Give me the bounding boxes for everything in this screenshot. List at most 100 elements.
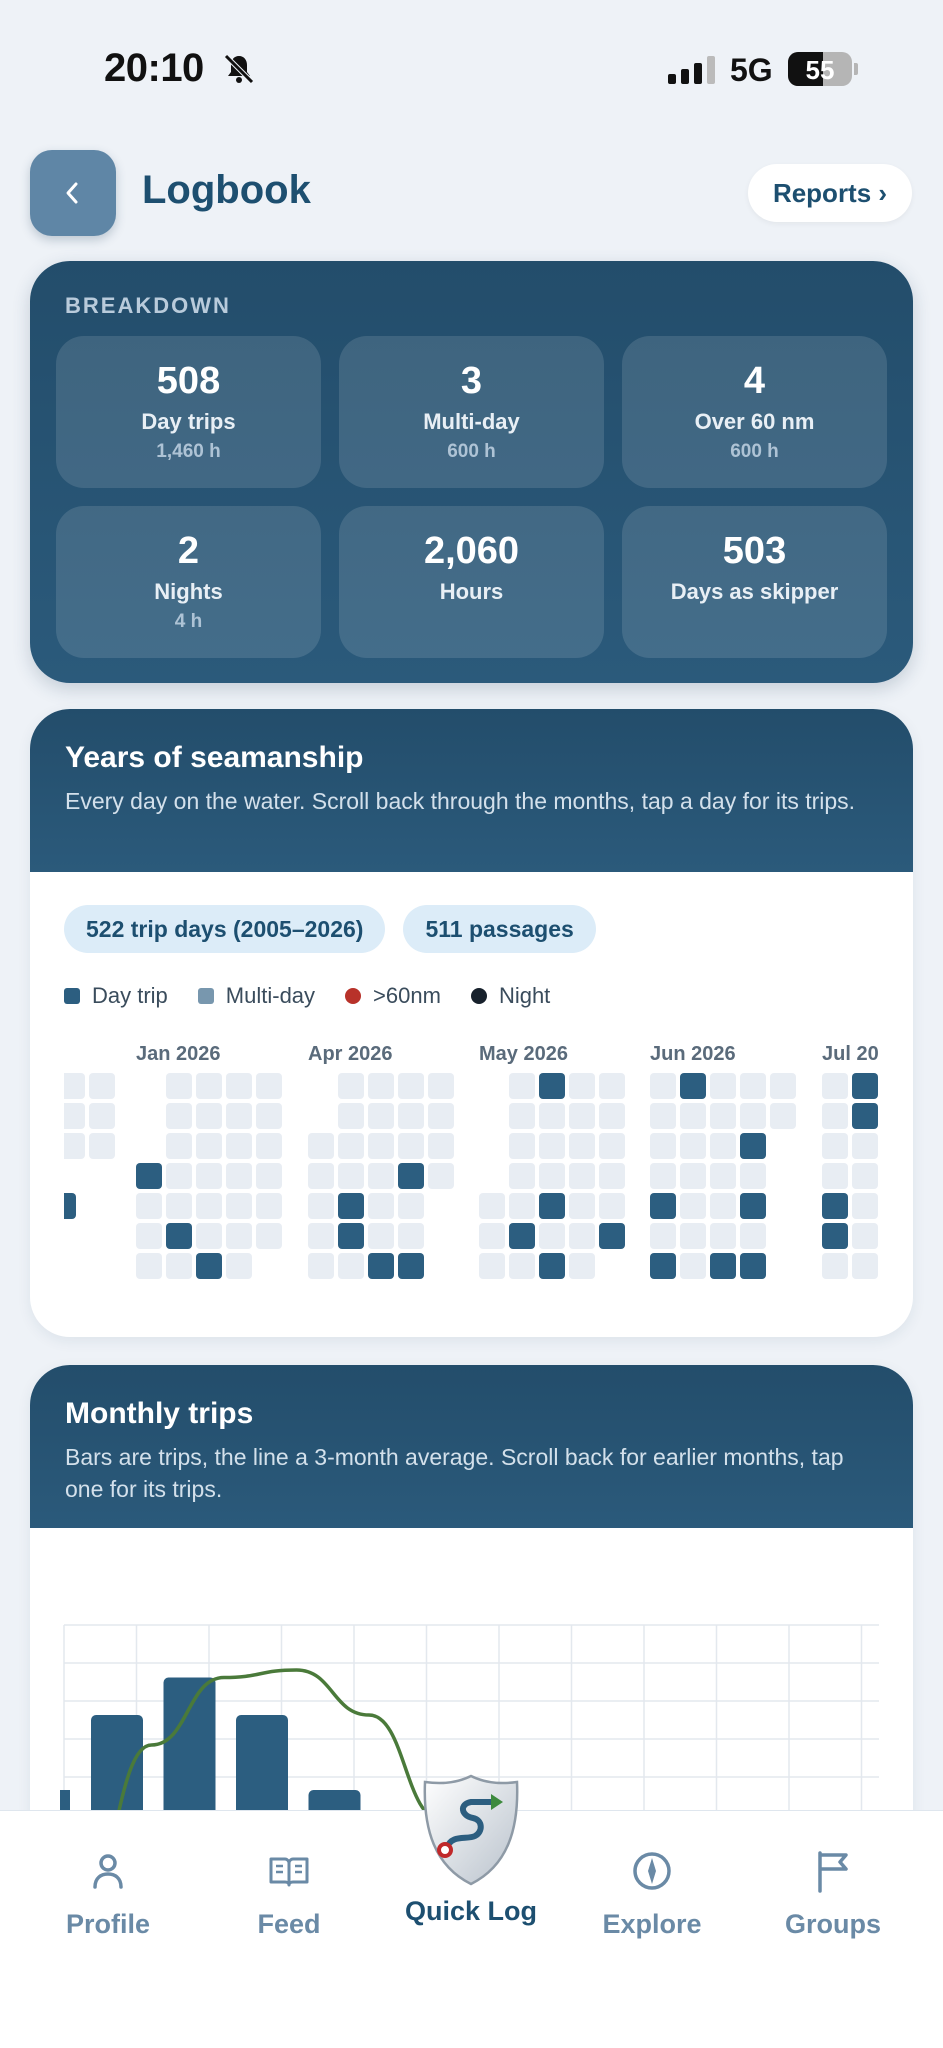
heatmap-day-trip-cell[interactable] [398,1253,424,1279]
heatmap-empty-cell [822,1073,848,1099]
heatmap-scroll[interactable]: Jan 2026 Apr 2026 May 2026 Jun 2026 Jul … [64,1043,879,1293]
heatmap-empty-cell [569,1253,595,1279]
heatmap-day-trip-cell[interactable] [852,1073,878,1099]
bell-slash-icon [224,54,254,84]
heatmap-day-trip-cell[interactable] [740,1253,766,1279]
heatmap-empty-cell [368,1193,394,1219]
legend-over-60nm: >60nm [345,983,441,1009]
heatmap-empty-cell [196,1073,222,1099]
stat-label: Days as skipper [670,579,839,604]
calendar-heatmap[interactable]: Jan 2026 Apr 2026 May 2026 Jun 2026 Jul … [64,1043,879,1293]
heatmap-empty-cell [650,1133,676,1159]
heatmap-empty-cell [539,1223,565,1249]
heatmap-empty-cell [226,1163,252,1189]
heatmap-empty-cell [680,1133,706,1159]
heatmap-empty-cell [308,1133,334,1159]
heatmap-day-trip-cell[interactable] [599,1223,625,1249]
heatmap-empty-cell [852,1133,878,1159]
heatmap-day-trip-cell[interactable] [539,1253,565,1279]
stat-label: Hours [439,579,504,604]
heatmap-day-trip-cell[interactable] [650,1253,676,1279]
stat-tile-nights[interactable]: 2 Nights 4 h [56,506,321,658]
heatmap-day-trip-cell[interactable] [710,1253,736,1279]
heatmap-empty-cell [368,1163,394,1189]
heatmap-empty-cell [852,1193,878,1219]
heatmap-empty-cell [569,1163,595,1189]
stat-value: 503 [722,530,787,572]
heatmap-day-trip-cell[interactable] [509,1223,535,1249]
heatmap-day-trip-cell[interactable] [740,1133,766,1159]
reports-button[interactable]: Reports › [748,164,912,222]
heatmap-empty-cell [338,1133,364,1159]
heatmap-day-trip-cell[interactable] [368,1253,394,1279]
nav-label: Feed [257,1909,321,1939]
nav-feed[interactable]: Feed [214,1849,364,1940]
heatmap-empty-cell [509,1193,535,1219]
nav-quick-log[interactable]: Quick Log [396,1770,546,1927]
heatmap-day-trip-cell[interactable] [740,1193,766,1219]
legend-label: Day trip [92,983,168,1008]
heatmap-empty-cell [256,1103,282,1129]
heatmap-empty-cell [509,1103,535,1129]
heatmap-empty-cell [680,1193,706,1219]
heatmap-empty-cell [599,1193,625,1219]
stat-tile-over-60nm[interactable]: 4 Over 60 nm 600 h [622,336,887,488]
status-time: 20:10 [104,46,204,90]
heatmap-empty-cell [166,1103,192,1129]
stat-tile-multi-day[interactable]: 3 Multi-day 600 h [339,336,604,488]
heatmap-empty-cell [64,1073,85,1099]
passages-chip: 511 passages [403,905,596,953]
heatmap-day-trip-cell[interactable] [680,1073,706,1099]
stat-value: 508 [156,360,221,402]
stat-tile-hours[interactable]: 2,060 Hours [339,506,604,658]
nav-groups[interactable]: Groups [758,1849,908,1940]
heatmap-empty-cell [852,1163,878,1189]
heatmap-empty-cell [226,1223,252,1249]
heatmap-day-trip-cell[interactable] [166,1223,192,1249]
heatmap-empty-cell [650,1163,676,1189]
heatmap-day-trip-cell[interactable] [196,1253,222,1279]
stat-tile-days-as-skipper[interactable]: 503 Days as skipper [622,506,887,658]
stat-hours: 4 h [174,611,203,632]
heatmap-day-trip-cell[interactable] [852,1103,878,1129]
heatmap-day-trip-cell[interactable] [64,1193,76,1219]
stat-tile-day-trips[interactable]: 508 Day trips 1,460 h [56,336,321,488]
heatmap-day-trip-cell[interactable] [650,1193,676,1219]
heatmap-empty-cell [710,1223,736,1249]
month-label: Jun 2026 [650,1043,736,1065]
heatmap-empty-cell [226,1193,252,1219]
heatmap-empty-cell [428,1073,454,1099]
heatmap-empty-cell [569,1073,595,1099]
nav-explore[interactable]: Explore [577,1849,727,1940]
heatmap-empty-cell [822,1133,848,1159]
heatmap-day-trip-cell[interactable] [398,1163,424,1189]
nav-profile[interactable]: Profile [33,1849,183,1940]
battery-icon: 55 [788,52,852,86]
heatmap-day-trip-cell[interactable] [136,1163,162,1189]
legend-day-trip: Day trip [64,983,168,1009]
heatmap-empty-cell [599,1103,625,1129]
legend-night: Night [470,983,550,1009]
heatmap-empty-cell [710,1163,736,1189]
heatmap-day-trip-cell[interactable] [539,1073,565,1099]
book-icon [269,1857,309,1887]
legend-swatch [197,988,214,1004]
legend-label: Multi-day [225,983,316,1008]
stat-hours: 600 h [730,441,779,462]
heatmap-day-trip-cell[interactable] [338,1193,364,1219]
page-title: Logbook [142,168,311,212]
back-button[interactable] [30,150,116,236]
trip-days-chip: 522 trip days (2005–2026) [64,905,386,953]
heatmap-empty-cell [740,1163,766,1189]
heatmap-empty-cell [166,1073,192,1099]
heatmap-empty-cell [256,1223,282,1249]
heatmap-day-trip-cell[interactable] [338,1223,364,1249]
heatmap-day-trip-cell[interactable] [822,1223,848,1249]
heatmap-empty-cell [479,1223,505,1249]
heatmap-day-trip-cell[interactable] [539,1193,565,1219]
heatmap-empty-cell [338,1253,364,1279]
heatmap-empty-cell [650,1223,676,1249]
heatmap-day-trip-cell[interactable] [822,1193,848,1219]
heatmap-empty-cell [710,1103,736,1129]
heatmap-legend: Day trip Multi-day >60nm Night [64,983,550,1009]
